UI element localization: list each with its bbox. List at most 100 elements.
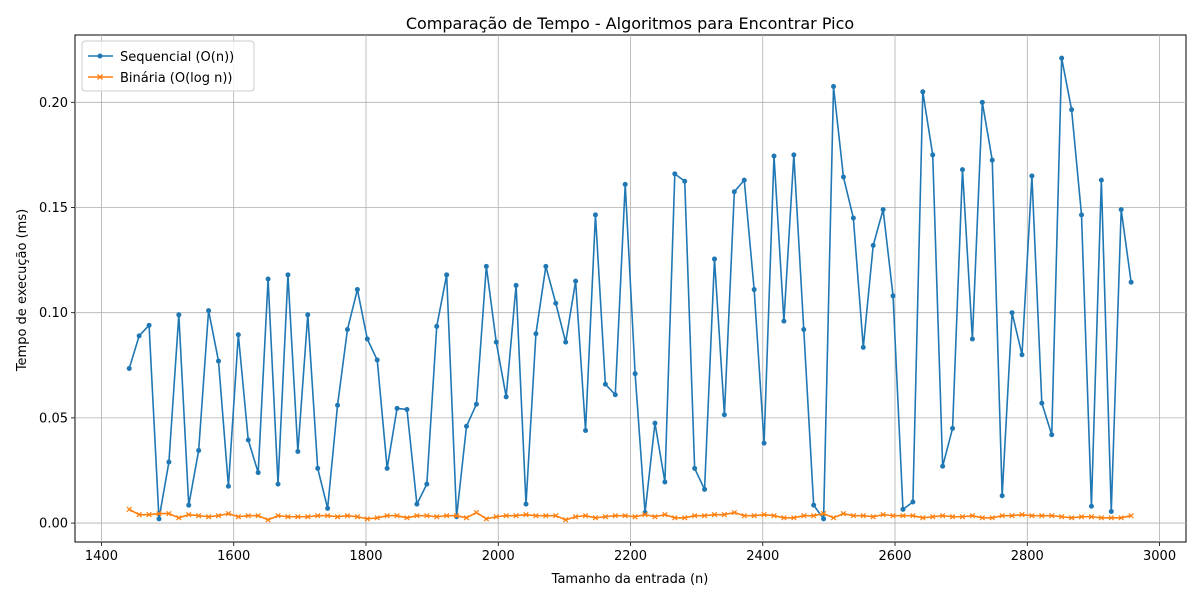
series-sequencial: [126, 55, 1134, 522]
data-point-binaria: [642, 511, 648, 518]
data-point-binaria: [850, 512, 857, 519]
grid: [75, 35, 1186, 542]
data-point-binaria: [156, 510, 162, 517]
data-point-sequencial: [1049, 432, 1055, 438]
x-tick-label: 2200: [614, 549, 647, 564]
data-point-binaria: [1049, 512, 1055, 519]
data-point-binaria: [483, 516, 490, 522]
data-point-binaria: [801, 512, 807, 519]
data-point-sequencial: [969, 336, 975, 342]
data-point-sequencial: [811, 502, 817, 508]
data-point-sequencial: [335, 402, 341, 408]
data-point-binaria: [414, 512, 420, 519]
data-point-sequencial: [206, 308, 212, 314]
y-tick-label: 0.00: [39, 517, 68, 532]
x-tick-label: 2600: [878, 549, 911, 564]
x-tick-label: 1800: [349, 549, 382, 564]
legend-marker-sequencial: [97, 53, 103, 59]
data-point-sequencial: [682, 178, 688, 184]
legend-marker-binaria: [97, 74, 103, 80]
data-point-sequencial: [602, 381, 608, 387]
data-point-sequencial: [950, 425, 956, 431]
legend: Sequencial (O(n)) Binária (O(log n)): [81, 40, 255, 92]
data-point-sequencial: [156, 516, 162, 522]
data-point-sequencial: [315, 465, 321, 471]
data-point-sequencial: [791, 152, 797, 158]
data-point-binaria: [900, 512, 906, 519]
data-point-sequencial: [821, 516, 827, 522]
data-point-binaria: [1029, 512, 1035, 519]
y-axis-ticks: 0.00 0.05 0.10 0.15 0.20: [39, 96, 75, 532]
data-point-sequencial: [255, 470, 261, 476]
x-tick-label: 2800: [1011, 549, 1044, 564]
data-point-binaria: [344, 512, 351, 519]
data-point-sequencial: [374, 357, 380, 363]
x-tick-label: 1400: [85, 549, 118, 564]
data-point-sequencial: [1019, 352, 1025, 358]
series-binaria: [126, 506, 1134, 523]
data-point-binaria: [1078, 514, 1085, 520]
data-point-binaria: [652, 514, 658, 520]
legend-box: [81, 40, 255, 92]
data-point-binaria: [1128, 512, 1134, 519]
data-point-binaria: [711, 511, 718, 518]
data-point-binaria: [612, 512, 619, 519]
data-point-sequencial: [1009, 310, 1015, 316]
legend-label-sequencial: Sequencial (O(n)): [120, 50, 234, 65]
data-point-binaria: [394, 512, 400, 519]
data-point-sequencial: [344, 327, 350, 333]
data-point-sequencial: [1108, 508, 1114, 514]
data-point-binaria: [672, 515, 678, 521]
data-point-binaria: [513, 512, 519, 519]
x-axis-ticks: 1400 1600 1800 2000 2200 2400 2600 2800 3000: [85, 542, 1176, 564]
data-point-binaria: [275, 512, 281, 519]
data-point-binaria: [890, 512, 896, 519]
data-point-sequencial: [612, 392, 618, 398]
data-point-binaria: [235, 514, 242, 520]
data-point-sequencial: [781, 318, 787, 324]
y-tick-label: 0.10: [39, 306, 68, 321]
data-point-sequencial: [1128, 279, 1134, 285]
data-point-sequencial: [295, 449, 301, 455]
data-point-binaria: [781, 515, 787, 521]
data-point-binaria: [701, 512, 708, 519]
data-point-sequencial: [553, 300, 559, 306]
data-point-binaria: [682, 515, 688, 521]
data-point-binaria: [1039, 512, 1045, 519]
data-point-sequencial: [771, 153, 777, 159]
data-point-sequencial: [850, 215, 856, 221]
data-point-sequencial: [543, 263, 549, 269]
data-point-binaria: [324, 512, 331, 519]
data-point-binaria: [126, 506, 132, 513]
data-point-sequencial: [1059, 55, 1065, 61]
data-point-sequencial: [1039, 400, 1045, 406]
series-line-binaria: [128, 508, 1132, 521]
data-point-binaria: [741, 512, 747, 519]
data-point-binaria: [1019, 511, 1025, 518]
data-point-sequencial: [880, 207, 886, 213]
data-point-binaria: [434, 514, 440, 520]
data-point-sequencial: [523, 501, 529, 507]
data-point-sequencial: [1029, 173, 1035, 179]
data-point-sequencial: [1098, 177, 1104, 183]
data-point-sequencial: [434, 323, 440, 329]
data-point-sequencial: [573, 278, 579, 284]
data-point-binaria: [533, 512, 539, 519]
data-point-sequencial: [136, 333, 142, 339]
data-point-binaria: [721, 511, 728, 518]
data-point-sequencial: [473, 401, 479, 407]
data-point-binaria: [1058, 514, 1065, 520]
x-tick-label: 3000: [1143, 549, 1176, 564]
data-point-sequencial: [662, 479, 668, 485]
data-point-binaria: [176, 515, 182, 521]
data-point-sequencial: [652, 420, 658, 426]
data-point-sequencial: [483, 263, 489, 269]
data-point-sequencial: [354, 287, 360, 293]
data-point-sequencial: [444, 272, 450, 278]
data-point-sequencial: [979, 99, 985, 105]
data-point-binaria: [364, 516, 371, 522]
data-point-sequencial: [1118, 207, 1124, 213]
data-point-binaria: [503, 512, 509, 519]
data-point-binaria: [553, 512, 559, 519]
